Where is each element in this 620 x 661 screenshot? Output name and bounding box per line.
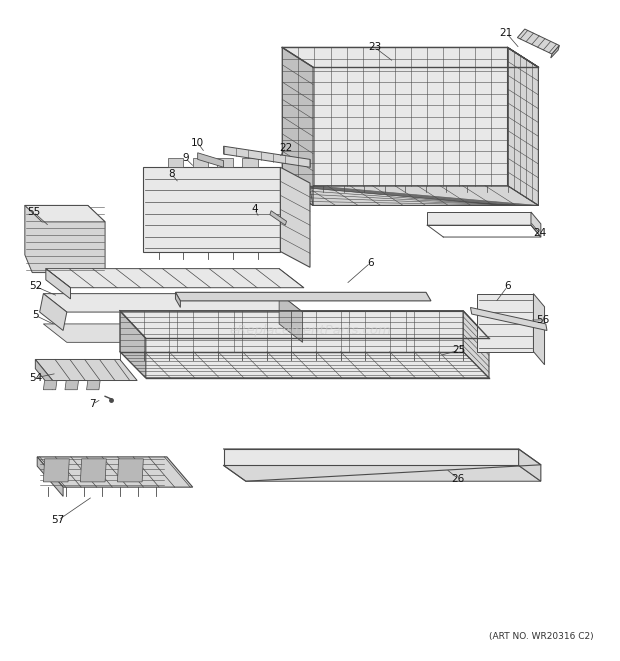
Polygon shape — [43, 381, 57, 390]
Polygon shape — [242, 158, 257, 167]
Polygon shape — [198, 153, 224, 167]
Polygon shape — [224, 449, 518, 465]
Polygon shape — [282, 186, 538, 206]
Polygon shape — [279, 293, 303, 342]
Text: 55: 55 — [27, 207, 40, 217]
Polygon shape — [471, 307, 547, 330]
Text: 9: 9 — [182, 153, 188, 163]
Text: 6: 6 — [367, 258, 374, 268]
Polygon shape — [35, 360, 137, 381]
Text: eReplacementParts.com: eReplacementParts.com — [229, 324, 391, 337]
Polygon shape — [517, 29, 559, 54]
Polygon shape — [143, 167, 280, 252]
Polygon shape — [477, 293, 533, 352]
Polygon shape — [25, 206, 105, 272]
Polygon shape — [518, 449, 541, 481]
Text: 24: 24 — [533, 228, 546, 238]
Text: 52: 52 — [29, 282, 42, 292]
Text: 7: 7 — [89, 399, 96, 409]
Text: 8: 8 — [168, 169, 174, 179]
Polygon shape — [120, 352, 489, 378]
Text: 25: 25 — [453, 345, 466, 355]
Polygon shape — [120, 311, 146, 378]
Text: 4: 4 — [251, 204, 258, 214]
Text: 56: 56 — [537, 315, 550, 325]
Polygon shape — [120, 311, 463, 352]
Polygon shape — [46, 268, 71, 299]
Polygon shape — [224, 146, 310, 167]
Polygon shape — [270, 211, 286, 225]
Polygon shape — [46, 268, 304, 288]
Polygon shape — [87, 381, 100, 390]
Polygon shape — [175, 292, 431, 301]
Polygon shape — [224, 465, 541, 481]
Polygon shape — [25, 206, 105, 222]
Text: 54: 54 — [29, 373, 42, 383]
Polygon shape — [280, 167, 310, 267]
Polygon shape — [35, 360, 53, 390]
Text: (ART NO. WR20316 C2): (ART NO. WR20316 C2) — [489, 632, 594, 641]
Text: 22: 22 — [279, 143, 293, 153]
Polygon shape — [282, 48, 313, 206]
Polygon shape — [43, 324, 303, 342]
Polygon shape — [37, 457, 193, 487]
Polygon shape — [531, 212, 541, 237]
Polygon shape — [117, 459, 143, 482]
Polygon shape — [65, 381, 79, 390]
Polygon shape — [551, 46, 559, 58]
Polygon shape — [193, 158, 208, 167]
Text: 6: 6 — [504, 282, 511, 292]
Text: 10: 10 — [191, 138, 204, 148]
Text: 21: 21 — [500, 28, 513, 38]
Polygon shape — [508, 48, 538, 206]
Polygon shape — [37, 457, 63, 496]
Text: 57: 57 — [51, 515, 65, 525]
Polygon shape — [43, 293, 303, 312]
Polygon shape — [533, 293, 544, 365]
Polygon shape — [427, 212, 531, 225]
Polygon shape — [168, 158, 184, 167]
Text: 23: 23 — [368, 42, 381, 52]
Polygon shape — [81, 459, 106, 482]
Polygon shape — [40, 293, 67, 330]
Text: 26: 26 — [451, 473, 465, 484]
Polygon shape — [218, 158, 233, 167]
Polygon shape — [175, 292, 180, 307]
Text: 5: 5 — [32, 311, 38, 321]
Polygon shape — [282, 48, 508, 186]
Polygon shape — [463, 311, 489, 378]
Polygon shape — [43, 459, 69, 482]
